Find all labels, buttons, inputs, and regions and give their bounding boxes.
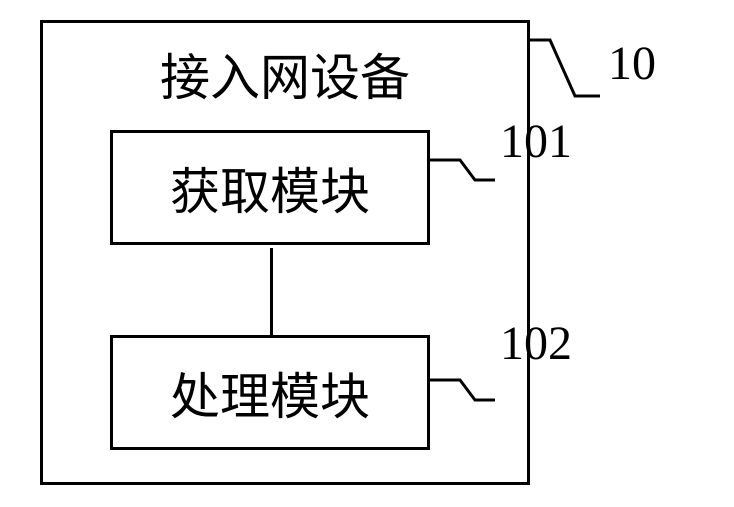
process-module-ref-label: 102 — [500, 316, 572, 371]
outer-box-title: 接入网设备 — [40, 38, 530, 110]
process-module-box: 处理模块 — [110, 335, 430, 450]
acquire-module-label: 获取模块 — [170, 152, 370, 224]
vertical-connector — [270, 248, 273, 335]
leader-line-outer — [530, 40, 600, 96]
outer-box-ref-label: 10 — [608, 36, 656, 91]
acquire-module-ref-label: 101 — [500, 114, 572, 169]
acquire-module-box: 获取模块 — [110, 130, 430, 245]
process-module-label: 处理模块 — [170, 357, 370, 429]
